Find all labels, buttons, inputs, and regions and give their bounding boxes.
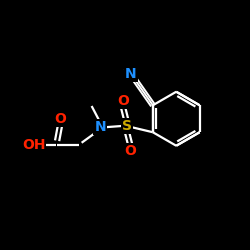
Text: O: O [124, 144, 136, 158]
Text: S: S [122, 119, 132, 133]
Text: O: O [117, 94, 129, 108]
Text: N: N [125, 66, 136, 80]
Text: O: O [54, 112, 66, 126]
Text: N: N [94, 120, 106, 134]
Text: OH: OH [22, 138, 45, 152]
